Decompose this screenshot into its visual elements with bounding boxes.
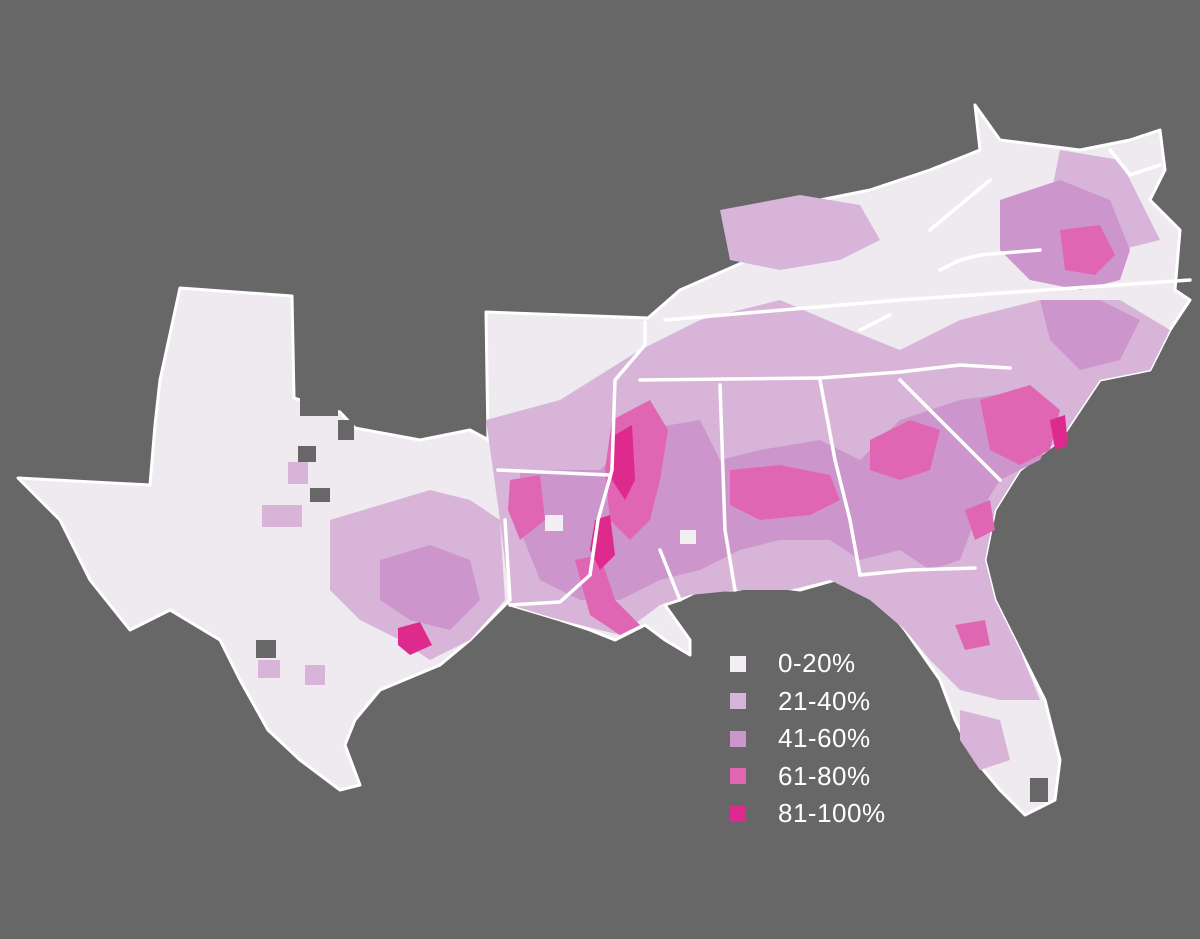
patch-81-100 — [1050, 415, 1068, 450]
patch-61-80 — [980, 385, 1060, 465]
patch-81-100 — [398, 622, 432, 655]
patch-61-80 — [508, 475, 545, 540]
patch-21-40 — [288, 462, 308, 484]
patch-61-80 — [870, 420, 940, 480]
legend-item: 21-40% — [730, 683, 886, 721]
legend-item: 0-20% — [730, 645, 886, 683]
legend-label: 41-60% — [778, 723, 871, 754]
patch-61-80 — [730, 465, 840, 520]
legend-label: 81-100% — [778, 798, 886, 829]
no-data-areas — [256, 398, 1048, 802]
legend-label: 21-40% — [778, 685, 871, 716]
legend-swatch — [730, 730, 746, 747]
map-legend: 0-20% 21-40% 41-60% 61-80% 81-100% — [730, 645, 886, 833]
patch-21-40 — [258, 660, 280, 678]
patch-61-80 — [1060, 225, 1115, 275]
legend-swatch — [730, 655, 746, 672]
legend-swatch — [730, 768, 746, 785]
legend-label: 0-20% — [778, 648, 856, 679]
texas-region — [16, 286, 512, 792]
legend-label: 61-80% — [778, 760, 871, 791]
legend-swatch — [730, 693, 746, 710]
patch-41-60 — [380, 545, 480, 630]
patch-41-60 — [1040, 300, 1140, 370]
patch-81-100 — [612, 425, 635, 500]
legend-item: 41-60% — [730, 720, 886, 758]
patch-21-40 — [960, 710, 1010, 770]
patch-61-80 — [965, 500, 995, 540]
legend-item: 81-100% — [730, 795, 886, 833]
patch-21-40 — [262, 505, 302, 527]
density-patches — [258, 150, 1170, 770]
patch-21-40 — [305, 665, 325, 685]
legend-item: 61-80% — [730, 758, 886, 796]
patch-21-40 — [720, 195, 880, 270]
legend-swatch — [730, 805, 746, 822]
patch-61-80 — [955, 620, 990, 650]
state-borders — [496, 148, 1192, 607]
